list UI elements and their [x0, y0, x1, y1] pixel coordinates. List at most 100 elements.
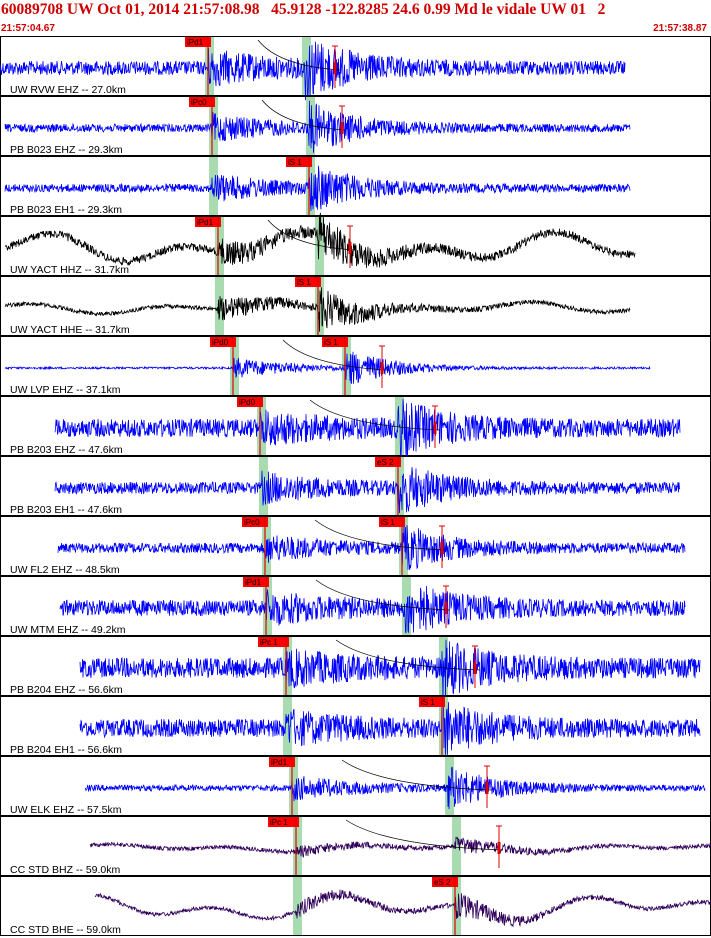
p-pick-text: iPc0: [244, 518, 260, 527]
amplitude-marker-body: [497, 842, 501, 854]
station-label: CC STD BHE -- 59.0km: [10, 924, 121, 936]
waveform: [59, 585, 686, 634]
station-label: UW YACT HHE -- 31.7km: [10, 324, 130, 336]
p-pick-flag[interactable]: [258, 637, 289, 647]
coda-curve: [257, 39, 341, 71]
s-pick-text: eS 2: [377, 458, 394, 467]
s-pick-text: iS 1: [421, 698, 435, 707]
p-window: [263, 577, 272, 635]
s-pick-flag[interactable]: [295, 277, 321, 287]
waveform: [79, 699, 701, 755]
p-pick-text: iPd1: [197, 218, 214, 227]
trace-panel[interactable]: iPc 1 CC STD BHZ -- 59.0km: [0, 816, 711, 877]
s-window: [315, 217, 324, 275]
p-pick-flag[interactable]: [242, 517, 268, 527]
p-pick-text: iPd1: [187, 38, 204, 47]
trace-panel[interactable]: iPc0 iS 1 UW FL2 EHZ -- 48.5km: [0, 516, 711, 577]
station-label: UW ELK EHZ -- 57.5km: [10, 804, 122, 816]
trace-panel[interactable]: eS 2 CC STD BHE -- 59.0km: [0, 876, 711, 937]
coda-curve: [314, 519, 446, 551]
s-pick-flag[interactable]: [432, 877, 458, 887]
p-window: [209, 97, 218, 155]
waveform: [4, 165, 631, 211]
waveform: [4, 100, 631, 153]
p-pick-flag[interactable]: [243, 577, 269, 587]
coda-curve: [267, 219, 356, 251]
s-pick-flag[interactable]: [419, 697, 445, 707]
amplitude-marker-body: [444, 602, 448, 614]
trace-panel[interactable]: iS 1 PB B204 EH1 -- 56.6km: [0, 696, 711, 757]
p-pick-flag[interactable]: [185, 37, 211, 47]
waveform: [54, 467, 681, 514]
coda-curve: [261, 99, 346, 131]
p-window: [283, 697, 292, 755]
station-label: PB B203 EHZ -- 47.6km: [10, 444, 123, 456]
trace-panel[interactable]: iPd0 iS 1 UW LVP EHZ -- 37.1km: [0, 336, 711, 397]
seismogram-panels[interactable]: iPd1 UW RVW EHZ -- 27.0km iPc0 PB B023 EHZ …: [0, 36, 711, 938]
p-pick-text: iPd1: [271, 758, 288, 767]
p-pick-text: iPd1: [245, 578, 262, 587]
trace-panel[interactable]: iPc 1 PB B204 EHZ -- 56.6km: [0, 636, 711, 701]
s-pick-flag[interactable]: [379, 517, 405, 527]
waveform: [0, 41, 626, 101]
p-pick-text: iPd0: [239, 398, 256, 407]
amplitude-marker-body: [340, 122, 344, 134]
waveform: [89, 836, 711, 858]
s-window: [399, 517, 408, 575]
p-window: [209, 157, 218, 215]
s-pick-text: iS 1: [288, 158, 302, 167]
station-label: PB B203 EH1 -- 47.6km: [10, 504, 122, 516]
coda-curve: [335, 639, 481, 671]
trace-panel[interactable]: iS 1 PB B023 EH1 -- 29.3km: [0, 156, 711, 217]
amplitude-marker-body: [380, 362, 384, 374]
p-pick-flag[interactable]: [189, 97, 215, 107]
waveform: [84, 766, 706, 810]
coda-curve: [282, 339, 389, 371]
trace-panel[interactable]: iPd1 UW RVW EHZ -- 27.0km: [0, 36, 711, 101]
coda-curve: [315, 579, 451, 611]
p-pick-flag[interactable]: [269, 757, 295, 767]
s-pick-flag[interactable]: [375, 457, 401, 467]
p-pick-flag[interactable]: [210, 337, 236, 347]
waveform: [57, 523, 686, 570]
p-window: [289, 757, 298, 815]
station-label: PB B204 EHZ -- 56.6km: [10, 684, 123, 696]
trace-panel[interactable]: iPd1 UW ELK EHZ -- 57.5km: [0, 756, 711, 817]
s-pick-text: iS 1: [297, 278, 311, 287]
time-end: 21:57:38.87: [653, 23, 707, 34]
station-label: UW MTM EHZ -- 49.2km: [10, 624, 126, 636]
amplitude-marker-body: [333, 62, 337, 74]
amplitude-marker-body: [433, 422, 437, 434]
p-pick-flag[interactable]: [237, 397, 263, 407]
waveform: [54, 399, 681, 459]
trace-panel[interactable]: iPd1 UW YACT HHZ -- 31.7km: [0, 212, 711, 276]
p-pick-text: iPc 1: [260, 638, 278, 647]
waveform: [94, 889, 711, 928]
p-window: [205, 37, 214, 95]
s-pick-text: iS 1: [381, 518, 395, 527]
s-pick-flag[interactable]: [286, 157, 312, 167]
trace-panel[interactable]: iS 1 UW YACT HHE -- 31.7km: [0, 276, 711, 337]
trace-panel[interactable]: iPd0 PB B203 EHZ -- 47.6km: [0, 396, 711, 459]
station-label: PB B023 EHZ -- 29.3km: [10, 144, 123, 156]
s-pick-text: iS 1: [324, 338, 338, 347]
coda-curve: [309, 399, 441, 431]
coda-curve: [341, 759, 493, 791]
p-window: [293, 817, 302, 875]
trace-panel[interactable]: eS 2 PB B203 EH1 -- 47.6km: [0, 456, 711, 517]
trace-panel[interactable]: iPd1 UW MTM EHZ -- 49.2km: [0, 576, 711, 637]
coda-curve: [345, 819, 504, 851]
p-pick-text: iPc 1: [270, 818, 288, 827]
station-label: UW LVP EHZ -- 37.1km: [10, 384, 121, 396]
s-pick-text: eS 2: [434, 878, 451, 887]
event-header: 60089708 UW Oct 01, 2014 21:57:08.98 45.…: [0, 0, 711, 36]
s-pick-flag[interactable]: [322, 337, 348, 347]
waveform: [4, 212, 636, 268]
p-pick-flag[interactable]: [268, 817, 299, 827]
amplitude-marker-body: [348, 242, 352, 254]
station-label: PB B023 EH1 -- 29.3km: [10, 204, 122, 216]
s-window: [452, 817, 461, 875]
station-label: PB B204 EH1 -- 56.6km: [10, 744, 122, 756]
p-pick-flag[interactable]: [195, 217, 221, 227]
trace-panel[interactable]: iPc0 PB B023 EHZ -- 29.3km: [0, 96, 711, 157]
